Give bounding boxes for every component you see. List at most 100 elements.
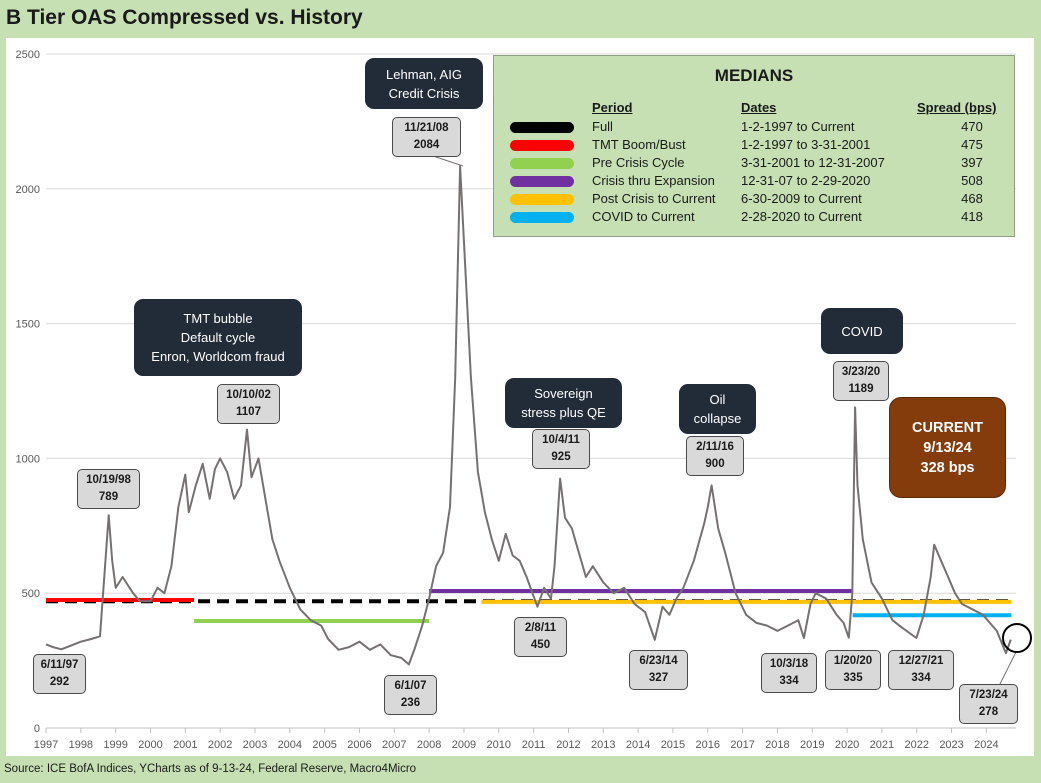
- data-label: 10/10/02 1107: [217, 384, 280, 424]
- data-label: 3/23/20 1189: [833, 361, 889, 401]
- data-label: 7/23/24 278: [959, 684, 1018, 724]
- x-tick-label: 2014: [626, 739, 650, 751]
- legend-swatch: [510, 194, 574, 205]
- x-tick-label: 2024: [974, 739, 998, 751]
- callout-line: Sovereign: [534, 386, 593, 401]
- x-tick-label: 2006: [347, 739, 371, 751]
- data-label-value: 900: [705, 458, 725, 470]
- x-tick-label: 2012: [556, 739, 580, 751]
- y-tick-label: 500: [22, 588, 40, 600]
- data-label-value: 1107: [236, 406, 261, 418]
- median-spread: 475: [961, 137, 983, 152]
- data-label: 2/8/11 450: [514, 617, 567, 657]
- series: [45, 165, 1012, 666]
- callout-line: Credit Crisis: [388, 85, 460, 101]
- chart-title: B Tier OAS Compressed vs. History: [6, 6, 363, 29]
- data-label-value: 334: [779, 675, 799, 687]
- median-dates: 6-30-2009 to Current: [741, 191, 862, 206]
- x-tick-label: 2013: [591, 739, 615, 751]
- median-period: TMT Boom/Bust: [592, 137, 686, 152]
- current-date: 9/13/24: [923, 439, 972, 456]
- median-dates: 12-31-07 to 2-29-2020: [741, 173, 871, 188]
- data-label-date: 10/19/98: [86, 474, 131, 486]
- data-label: 1/20/20 335: [825, 650, 881, 690]
- data-label-value: 925: [551, 451, 571, 463]
- x-tick-label: 2001: [173, 739, 197, 751]
- callout-lehman: Lehman, AIG Credit Crisis: [365, 58, 483, 109]
- data-label: 6/11/97 292: [33, 654, 86, 694]
- x-tick-label: 2023: [939, 739, 963, 751]
- data-label-date: 10/3/18: [769, 658, 809, 670]
- y-axis: 0 500 1000 1500 2000 2500: [16, 49, 40, 735]
- data-label-date: 6/11/97: [40, 659, 79, 671]
- x-tick-label: 2022: [904, 739, 928, 751]
- x-tick-label: 2000: [138, 739, 162, 751]
- median-period: COVID to Current: [592, 209, 695, 224]
- data-label-value: 335: [843, 672, 863, 684]
- x-tick-label: 2016: [696, 739, 720, 751]
- x-tick-label: 2018: [765, 739, 789, 751]
- data-label-value: 327: [648, 672, 669, 684]
- current-value-box: CURRENT 9/13/24 328 bps: [889, 397, 1006, 498]
- data-label: 2/11/16 900: [686, 436, 744, 476]
- callout-line: collapse: [693, 411, 742, 426]
- median-dates: 2-28-2020 to Current: [741, 209, 862, 224]
- x-tick-label: 1998: [69, 739, 93, 751]
- data-label-date: 2/8/11: [524, 622, 557, 634]
- median-period: Crisis thru Expansion: [592, 173, 715, 188]
- current-label: CURRENT: [912, 419, 983, 436]
- median-spread: 418: [961, 209, 983, 224]
- median-dates: 1-2-1997 to Current: [741, 119, 855, 134]
- y-tick-label: 0: [34, 723, 40, 735]
- x-tick-label: 2003: [243, 739, 267, 751]
- data-label-value: 2084: [413, 139, 440, 151]
- medians-row: Full 1-2-1997 to Current 470: [494, 119, 1014, 137]
- data-label-value: 334: [911, 672, 931, 684]
- data-label: 11/21/08 2084: [392, 117, 461, 157]
- data-label-value: 292: [49, 676, 70, 688]
- data-label-value: 278: [978, 706, 999, 718]
- data-label: 6/1/07 236: [384, 675, 437, 715]
- data-label-date: 6/23/14: [639, 655, 678, 667]
- legend-swatch: [510, 140, 574, 151]
- x-axis: 1997 1998 1999 2000 2001 2002 2003 2004 2005 2006…: [34, 727, 1016, 751]
- medians-row: Crisis thru Expansion 12-31-07 to 2-29-2…: [494, 173, 1014, 191]
- medians-title: MEDIANS: [714, 66, 794, 85]
- callout-line: Oil: [709, 392, 726, 407]
- current-marker-circle: [1002, 623, 1032, 653]
- series-line: [45, 165, 1012, 666]
- data-label: 10/4/11 925: [532, 429, 590, 469]
- medians-legend: MEDIANS Period Dates Spread (bps) Full 1…: [493, 55, 1015, 237]
- medians-row: COVID to Current 2-28-2020 to Current 41…: [494, 209, 1014, 227]
- legend-swatch: [510, 158, 574, 169]
- x-tick-label: 2008: [417, 739, 441, 751]
- x-tick-label: 2015: [661, 739, 685, 751]
- x-tick-label: 1997: [34, 739, 58, 751]
- y-tick-label: 1500: [16, 319, 40, 331]
- data-label: 12/27/21 334: [888, 650, 954, 690]
- median-dates: 1-2-1997 to 3-31-2001: [741, 137, 871, 152]
- data-label-date: 11/21/08: [404, 122, 449, 134]
- medians-row: TMT Boom/Bust 1-2-1997 to 3-31-2001 475: [494, 137, 1014, 155]
- x-tick-label: 2011: [522, 739, 546, 751]
- median-dates: 3-31-2001 to 12-31-2007: [741, 155, 885, 170]
- x-tick-label: 2007: [382, 739, 406, 751]
- callout-line: Default cycle: [180, 330, 256, 345]
- x-tick-label: 2002: [208, 739, 232, 751]
- medians-row: Pre Crisis Cycle 3-31-2001 to 12-31-2007…: [494, 155, 1014, 173]
- x-tick-label: 2010: [487, 739, 511, 751]
- x-tick-label: 2009: [452, 739, 476, 751]
- data-label: 10/3/18 334: [761, 653, 817, 693]
- median-spread: 397: [961, 155, 983, 170]
- callout-line: stress plus QE: [521, 405, 606, 420]
- x-tick-label: 2020: [835, 739, 859, 751]
- data-label-date: 10/10/02: [226, 389, 271, 401]
- callout-line: TMT bubble: [183, 311, 253, 326]
- legend-swatch: [510, 122, 574, 133]
- data-label-date: 10/4/11: [542, 434, 580, 446]
- y-tick-label: 2000: [16, 184, 40, 196]
- median-spread: 470: [961, 119, 983, 134]
- x-tick-label: 2019: [800, 739, 824, 751]
- callout-tmt-bubble: TMT bubble Default cycle Enron, Worldcom…: [134, 299, 302, 376]
- data-label-value: 1189: [848, 383, 874, 395]
